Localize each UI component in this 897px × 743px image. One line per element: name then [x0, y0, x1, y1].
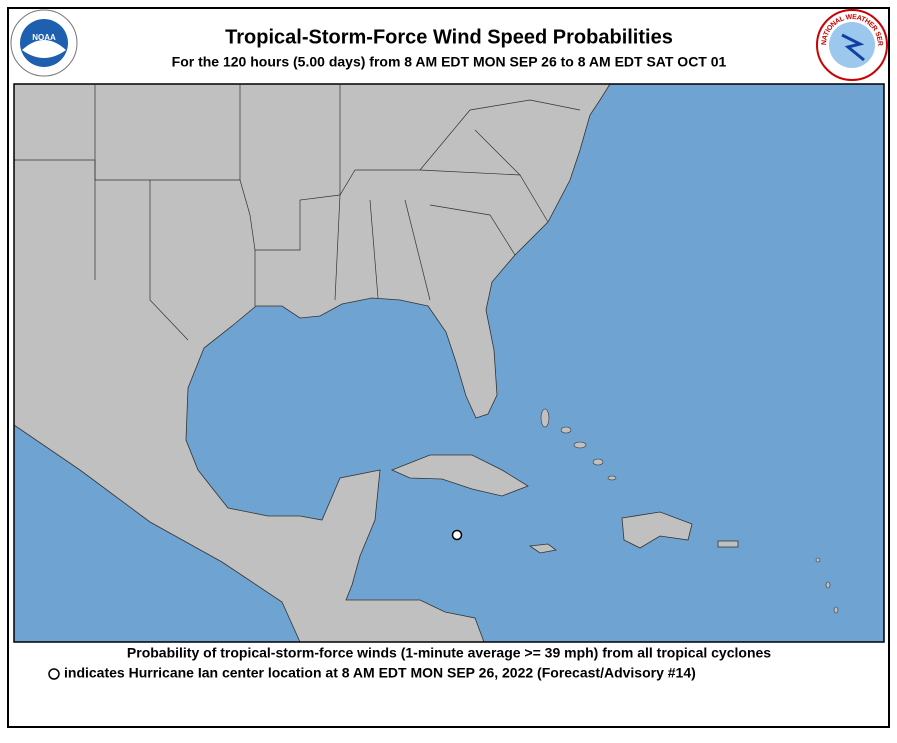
land [14, 84, 611, 642]
land [621, 511, 693, 549]
land [528, 543, 557, 554]
subtitle: For the 120 hours (5.00 days) from 8 AM … [172, 54, 727, 70]
map [14, 84, 884, 642]
footer-line1: Probability of tropical-storm-force wind… [127, 645, 771, 661]
islands [540, 408, 839, 614]
storm-center [451, 529, 463, 541]
title: Tropical-Storm-Force Wind Speed Probabil… [225, 26, 673, 48]
footer-line2: indicates Hurricane Ian center location … [64, 665, 696, 681]
map-border [13, 83, 885, 643]
noaa-text: NOAA [32, 33, 56, 42]
storm-center-key [48, 668, 60, 680]
land [717, 540, 739, 548]
land [390, 454, 529, 497]
state-borders [14, 85, 581, 341]
noaa-logo: NOAA [10, 9, 78, 77]
